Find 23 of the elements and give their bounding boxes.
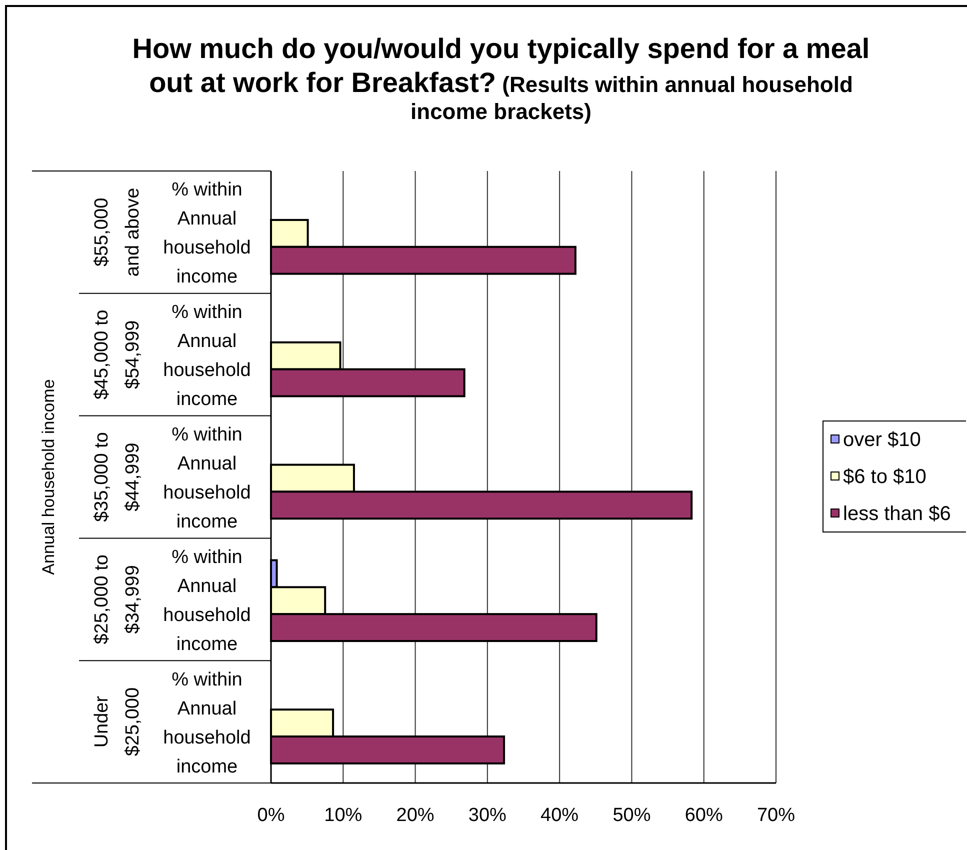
x-tick-label: 50% bbox=[612, 805, 651, 826]
chart-title: How much do you/would you typically spend for a meal out at work for Breakfast? (Results within annual household income brackets) bbox=[132, 33, 870, 124]
x-tick-label: 10% bbox=[324, 805, 362, 826]
x-tick-label: 0% bbox=[257, 805, 285, 826]
y-tick-label: $35,000 to $44,999 bbox=[92, 432, 144, 522]
legend-label: over $10 bbox=[843, 429, 921, 451]
legend-label: $6 to $10 bbox=[843, 466, 926, 488]
text: % within Annual household income bbox=[163, 669, 251, 778]
x-tick-label: 60% bbox=[684, 805, 723, 826]
y-tick-label: $55,000 and above bbox=[92, 188, 144, 277]
text: % within Annual household income bbox=[163, 424, 251, 532]
x-tick-label: 40% bbox=[540, 805, 579, 826]
y-tick-label: $45,000 to $54,999 bbox=[92, 310, 144, 400]
x-tick-label: 20% bbox=[396, 805, 434, 826]
x-tick-label: 30% bbox=[468, 805, 507, 826]
text: % within Annual household income bbox=[163, 546, 251, 655]
x-tick-label: 70% bbox=[756, 805, 796, 826]
legend-label: less than $6 bbox=[843, 503, 951, 525]
y-axis-title: Annual household income bbox=[39, 379, 58, 575]
text: % within Annual household income bbox=[163, 180, 251, 288]
text: % within Annual household income bbox=[163, 302, 251, 410]
y-tick-label: Under $25,000 bbox=[92, 687, 144, 756]
y-tick-label: $25,000 to $34,999 bbox=[92, 554, 144, 644]
